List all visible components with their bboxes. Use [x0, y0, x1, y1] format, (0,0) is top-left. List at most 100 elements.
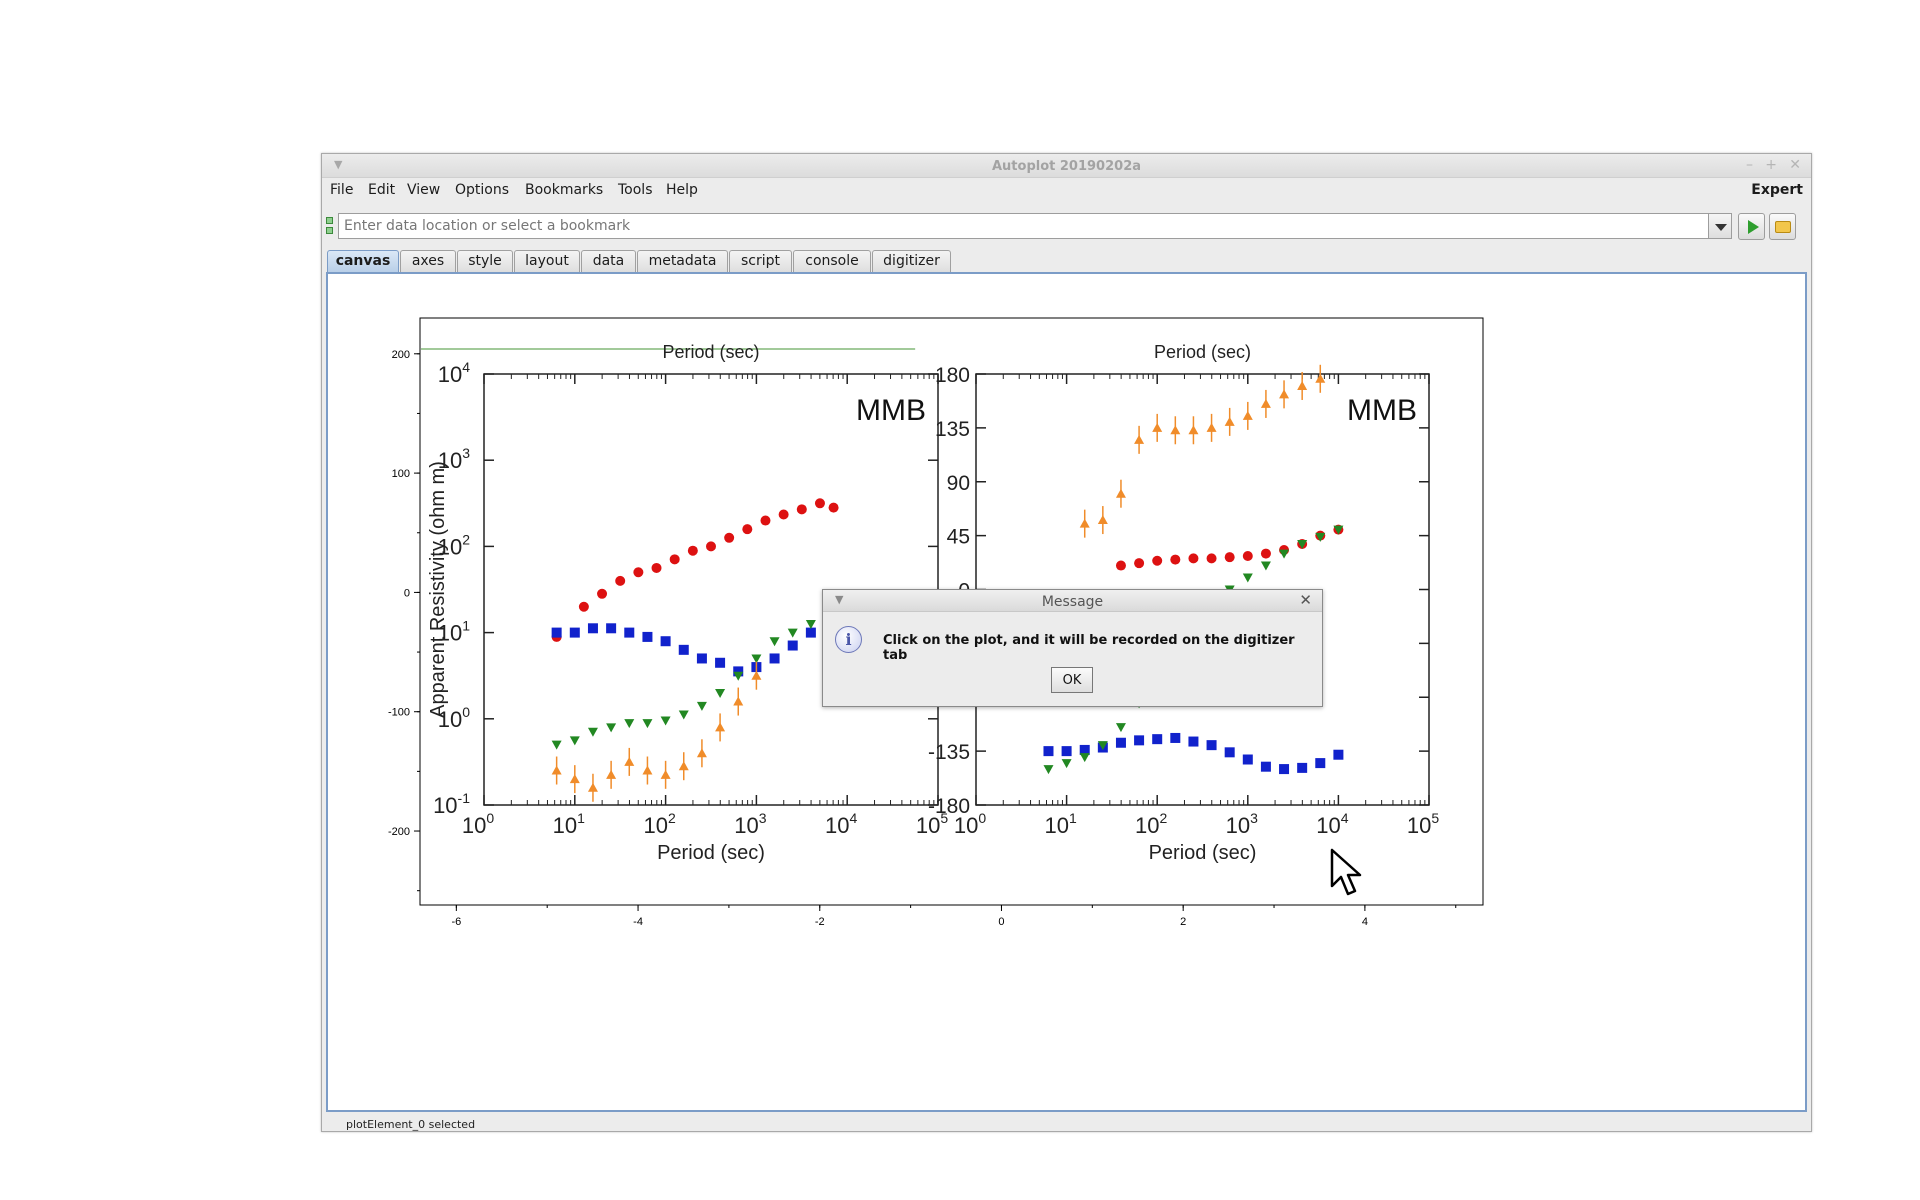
right-panel-data-point — [1260, 548, 1271, 559]
right-panel-data-point — [1115, 737, 1126, 748]
tab-console[interactable]: console — [793, 250, 871, 272]
go-button[interactable] — [1738, 213, 1765, 240]
left-panel-data-point — [624, 627, 635, 638]
right-panel-y-tick-label: -135 — [928, 741, 970, 764]
left-panel-data-point — [715, 657, 726, 668]
menu-options[interactable]: Options — [455, 182, 510, 198]
left-panel-x-tick-label: 102 — [643, 810, 675, 838]
left-panel-y-tick-label: 100 — [438, 704, 470, 732]
right-panel-x-tick-label: 104 — [1316, 810, 1348, 838]
left-panel-data-point — [660, 769, 671, 779]
right-panel-y-tick-label: 45 — [947, 526, 970, 549]
menu-file[interactable]: File — [330, 182, 354, 198]
open-file-button[interactable] — [1769, 213, 1796, 240]
left-panel-data-point — [687, 545, 698, 556]
menu-help[interactable]: Help — [666, 182, 698, 198]
left-panel-top-title: Period (sec) — [662, 342, 759, 362]
y-tick-label: 200 — [392, 349, 410, 361]
right-panel-data-point — [1043, 765, 1054, 775]
menu-tools[interactable]: Tools — [618, 182, 653, 198]
left-panel-data-point — [796, 504, 807, 515]
left-panel-data-point — [828, 502, 839, 513]
left-panel-data-point — [724, 532, 735, 543]
left-panel-data-point — [587, 727, 598, 737]
x-tick-label: -4 — [633, 916, 643, 928]
left-panel-data-point — [733, 696, 744, 706]
left-panel-data-point — [696, 653, 707, 664]
tab-axes[interactable]: axes — [400, 250, 456, 272]
maximize-icon[interactable]: + — [1765, 157, 1777, 173]
right-panel-data-point — [1297, 540, 1308, 550]
right-panel-data-point — [1224, 416, 1235, 426]
bookmark-status-icon — [326, 217, 333, 235]
right-panel-data-point — [1242, 754, 1253, 765]
right-panel-data-point — [1152, 734, 1163, 745]
right-panel-data-point — [1152, 422, 1163, 432]
x-tick-label: -6 — [451, 916, 461, 928]
data-location-input[interactable] — [338, 213, 1727, 239]
tab-script[interactable]: script — [729, 250, 792, 272]
left-panel-data-point — [606, 623, 617, 634]
left-panel-data-point — [669, 554, 680, 565]
tab-canvas[interactable]: canvas — [327, 250, 399, 272]
left-panel-x-tick-label: 105 — [916, 810, 948, 838]
menu-bookmarks[interactable]: Bookmarks — [525, 182, 604, 198]
left-panel-data-point — [678, 644, 689, 655]
menu-view[interactable]: View — [407, 182, 441, 198]
dialog-title: Message — [1041, 594, 1104, 610]
right-panel-data-point — [1115, 488, 1126, 498]
dialog-title-bar: ▼ Message ✕ — [823, 590, 1322, 612]
window-menu-icon[interactable]: ▼ — [334, 158, 343, 171]
address-row — [322, 210, 1811, 242]
left-panel-data-point — [651, 562, 662, 573]
tab-data[interactable]: data — [581, 250, 636, 272]
expert-menu[interactable]: Expert — [1751, 182, 1803, 198]
right-panel-data-point — [1152, 555, 1163, 566]
left-panel-data-point — [751, 654, 762, 664]
left-panel-data-point — [624, 719, 635, 729]
bookmark-dropdown-button[interactable] — [1708, 213, 1732, 239]
message-dialog: ▼ Message ✕ i Click on the plot, and it … — [822, 589, 1323, 707]
tab-digitizer[interactable]: digitizer — [872, 250, 951, 272]
left-panel-data-point — [805, 619, 816, 629]
dialog-message: Click on the plot, and it will be record… — [883, 633, 1295, 663]
left-panel-data-point — [706, 541, 716, 552]
right-panel-data-point — [1188, 736, 1199, 747]
ok-button[interactable]: OK — [1051, 667, 1093, 693]
minimize-icon[interactable]: – — [1746, 157, 1753, 173]
tab-layout[interactable]: layout — [514, 250, 580, 272]
left-panel-x-tick-label: 101 — [553, 810, 585, 838]
right-panel-x-tick-label: 100 — [954, 810, 986, 838]
right-panel-y-tick-label: 135 — [935, 418, 970, 441]
x-tick-label: -2 — [815, 916, 825, 928]
close-icon[interactable]: ✕ — [1789, 157, 1801, 173]
left-panel-data-point — [569, 736, 580, 746]
left-panel-data-point — [578, 601, 589, 612]
left-panel-y-tick-label: 101 — [438, 618, 470, 646]
left-panel-data-point — [751, 670, 762, 680]
y-tick-label: -100 — [388, 707, 410, 719]
left-panel-data-point — [733, 666, 744, 677]
right-panel-data-point — [1134, 558, 1145, 569]
right-panel-top-title: Period (sec) — [1154, 342, 1251, 362]
left-panel-data-point — [660, 636, 671, 647]
left-panel-data-point — [551, 627, 562, 638]
dialog-menu-icon[interactable]: ▼ — [835, 593, 844, 606]
left-panel-data-point — [615, 575, 626, 586]
right-panel-x-tick-label: 102 — [1135, 810, 1167, 838]
left-panel-data-point — [715, 688, 726, 698]
x-tick-label: 4 — [1362, 916, 1368, 928]
left-panel-data-point — [660, 716, 671, 726]
right-panel-x-tick-label: 101 — [1044, 810, 1076, 838]
right-panel-data-point — [1279, 764, 1290, 775]
right-panel-data-point — [1279, 549, 1290, 559]
left-panel-y-tick-label: 10-1 — [433, 790, 470, 818]
menu-edit[interactable]: Edit — [368, 182, 396, 198]
left-panel-data-point — [551, 765, 562, 775]
right-panel-data-point — [1206, 740, 1217, 751]
tab-metadata[interactable]: metadata — [637, 250, 728, 272]
dialog-close-icon[interactable]: ✕ — [1299, 591, 1312, 609]
folder-icon — [1775, 221, 1791, 233]
left-panel-data-point — [678, 710, 689, 720]
tab-style[interactable]: style — [457, 250, 513, 272]
